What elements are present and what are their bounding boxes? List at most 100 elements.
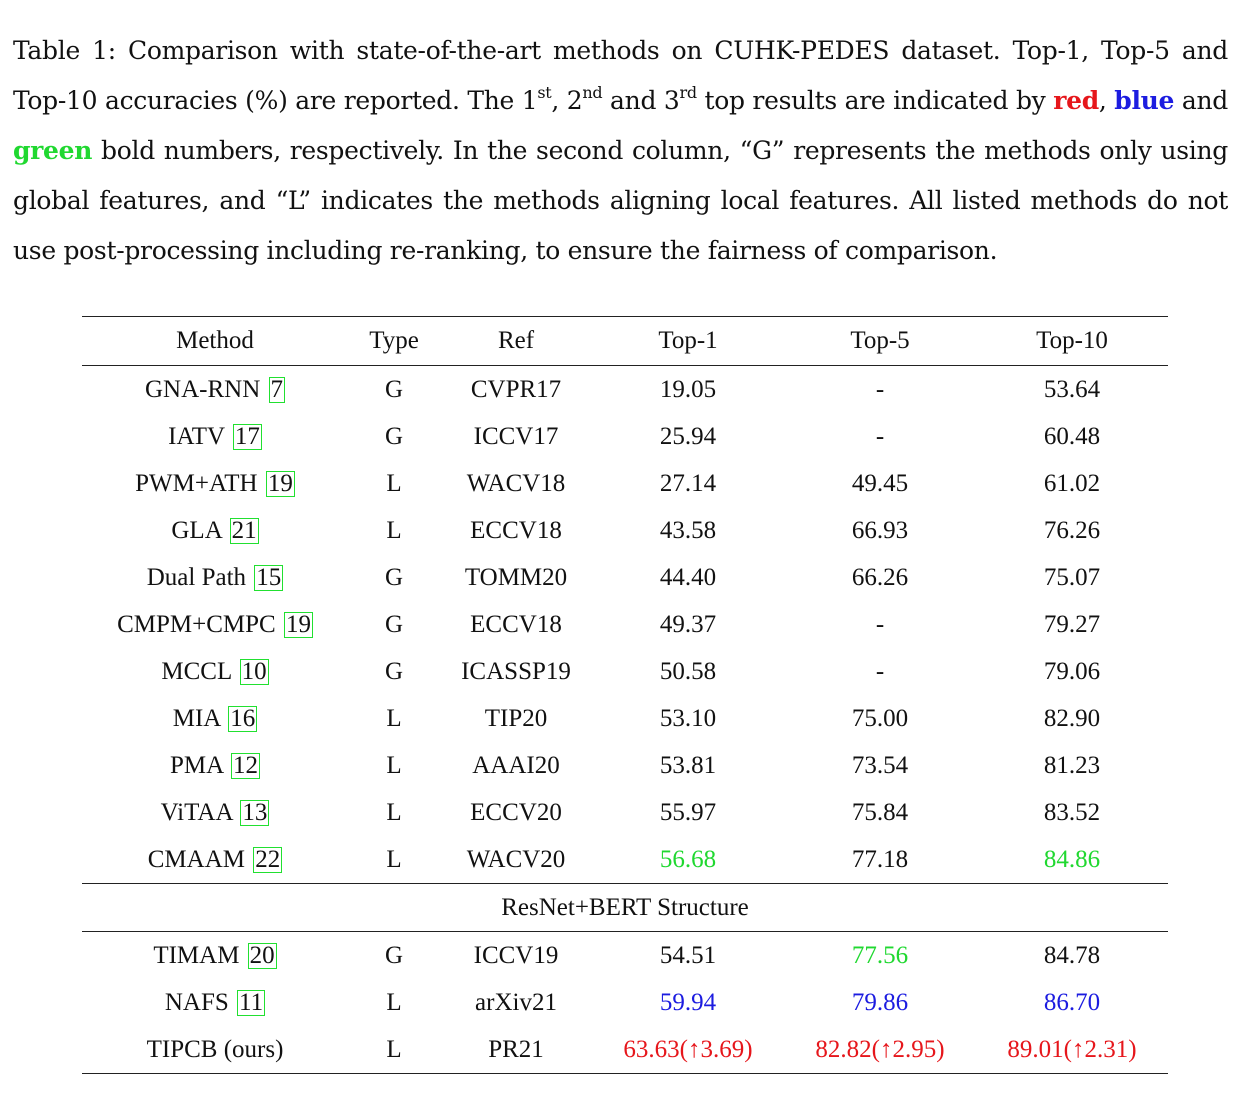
ref-cell: ICASSP19 [461,657,571,685]
top10-cell: 89.01(↑2.31) [976,1026,1168,1074]
header-top1: Top-1 [592,316,784,366]
citation-link[interactable]: 15 [254,563,284,591]
method-name: PWM+ATH [135,469,258,497]
ref-cell: ECCV18 [470,516,562,544]
caption-text-3: and 3 [602,86,680,115]
top1-cell: 54.51 [659,941,717,969]
top10-cell: 53.64 [1043,375,1101,403]
caption-text-2: , 2 [551,86,583,115]
top5-cell: - [875,657,885,685]
header-ref: Ref [440,316,592,366]
method-name: GNA-RNN [144,375,261,403]
top1-cell: 49.37 [659,610,717,638]
table-row: Dual Path 15 G TOMM20 44.40 66.26 75.07 [82,554,1168,601]
top5-cell: 73.54 [851,751,909,779]
table-row: TIMAM 20 G ICCV19 54.51 77.56 84.78 [82,932,1168,980]
method-cell: ViTAA 13 [82,789,348,836]
top5-cell: 77.18 [851,845,909,873]
citation-link[interactable]: 20 [247,941,277,969]
top1-cell: 50.58 [659,657,717,685]
ref-cell: arXiv21 [475,988,557,1016]
results-table: Method Type Ref Top-1 Top-5 Top-10 GNA-R… [82,316,1168,1074]
top1-cell: 59.94 [659,988,717,1016]
section-row: ResNet+BERT Structure [82,883,1168,932]
top1-cell: 53.81 [659,751,717,779]
top10-cell: 60.48 [1043,422,1101,450]
type-cell: L [386,469,402,497]
citation-link[interactable]: 7 [268,375,286,403]
method-name: MCCL [161,657,232,685]
citation-link[interactable]: 21 [229,516,259,544]
method-cell: MCCL 10 [82,648,348,695]
method-cell: TIMAM 20 [82,932,348,980]
caption-sup-3: rd [679,82,697,102]
top5-cell: 77.56 [851,941,909,969]
top5-cell: 66.93 [851,516,909,544]
ref-cell: ICCV17 [473,422,559,450]
top5-cell: 75.00 [851,704,909,732]
caption-blue-word: blue [1114,86,1175,115]
citation-link[interactable]: 10 [239,657,269,685]
top1-cell: 25.94 [659,422,717,450]
method-cell: PWM+ATH 19 [82,460,348,507]
method-name: IATV [168,422,225,450]
citation-link[interactable]: 19 [265,469,295,497]
top5-cell: 75.84 [851,798,909,826]
ref-cell: ICCV19 [473,941,559,969]
type-cell: L [386,845,402,873]
header-top5: Top-5 [784,316,976,366]
method-name: TIMAM [153,941,240,969]
caption-text-1: Table 1: Comparison with state-of-the-ar… [13,36,1228,115]
type-cell: G [384,422,404,450]
top10-cell: 81.23 [1043,751,1101,779]
top5-cell: 79.86 [851,988,909,1016]
top5-cell: - [875,375,885,403]
citation-link[interactable]: 16 [228,704,258,732]
table-row: MCCL 10 G ICASSP19 50.58 - 79.06 [82,648,1168,695]
caption-text-7: bold numbers, respectively. In the secon… [13,136,1228,265]
section-label: ResNet+BERT Structure [82,883,1168,932]
top5-cell: - [875,610,885,638]
method-name: TIPCB (ours) [146,1035,284,1063]
citation-link[interactable]: 11 [237,988,266,1016]
top1-cell: 43.58 [659,516,717,544]
top10-cell: 83.52 [1043,798,1101,826]
caption-text-6: and [1174,86,1228,115]
top10-cell: 86.70 [1043,988,1101,1016]
method-name: GLA [171,516,222,544]
table-body-main: GNA-RNN 7 G CVPR17 19.05 - 53.64 IATV 17 G ICCV1… [82,366,1168,884]
citation-link[interactable]: 22 [253,845,283,873]
method-name: ViTAA [160,798,233,826]
ref-cell: WACV18 [466,469,566,497]
top10-cell: 61.02 [1043,469,1101,497]
caption-sup-2: nd [582,82,603,102]
citation-link[interactable]: 13 [240,798,270,826]
table-row: ViTAA 13 L ECCV20 55.97 75.84 83.52 [82,789,1168,836]
ref-cell: TIP20 [484,704,548,732]
caption-red-word: red [1053,86,1099,115]
type-cell: G [384,563,404,591]
citation-link[interactable]: 17 [232,422,262,450]
top5-cell: - [875,422,885,450]
ref-cell: AAAI20 [472,751,560,779]
top1-cell: 53.10 [659,704,717,732]
top10-cell: 82.90 [1043,704,1101,732]
method-cell: IATV 17 [82,413,348,460]
type-cell: G [384,657,404,685]
type-cell: L [386,988,402,1016]
method-name: CMAAM [147,845,245,873]
citation-link[interactable]: 19 [283,610,313,638]
top5-cell: 49.45 [851,469,909,497]
top10-cell: 75.07 [1043,563,1101,591]
method-cell: CMPM+CMPC 19 [82,601,348,648]
ref-cell: ECCV20 [470,798,562,826]
type-cell: L [386,798,402,826]
table-caption: Table 1: Comparison with state-of-the-ar… [13,26,1228,276]
type-cell: G [384,610,404,638]
citation-link[interactable]: 12 [231,751,261,779]
top1-cell: 44.40 [659,563,717,591]
top10-cell: 79.27 [1043,610,1101,638]
method-cell: Dual Path 15 [82,554,348,601]
